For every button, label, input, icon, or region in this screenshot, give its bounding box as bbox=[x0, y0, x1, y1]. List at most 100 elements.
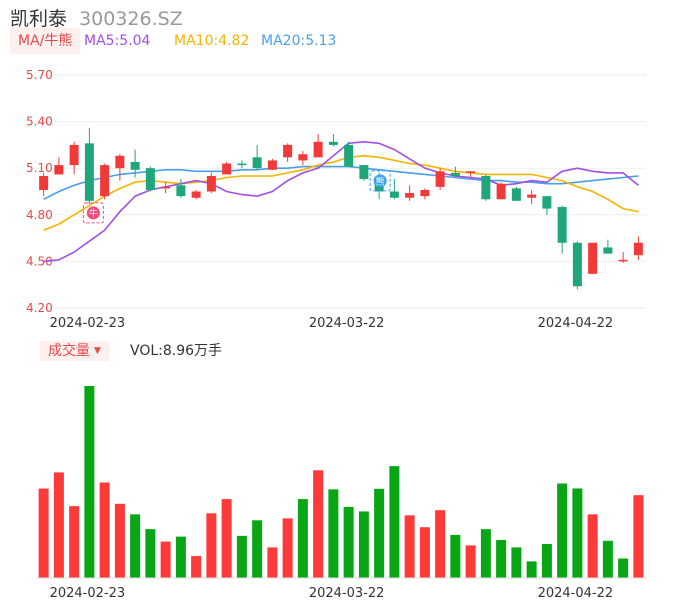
candle-body bbox=[435, 171, 445, 187]
candle bbox=[603, 239, 613, 254]
candle-body bbox=[588, 242, 598, 274]
candle-body bbox=[496, 183, 506, 200]
y-tick-label: 5.40 bbox=[26, 115, 53, 129]
candle-body bbox=[572, 242, 582, 287]
ma10-label: MA10:4.82 bbox=[174, 33, 250, 49]
volume-bar bbox=[511, 547, 522, 578]
candle-body bbox=[252, 157, 262, 169]
volume-bar bbox=[267, 547, 278, 578]
y-tick-label: 4.80 bbox=[26, 208, 53, 222]
candle bbox=[222, 161, 232, 175]
volume-bar bbox=[236, 535, 247, 578]
candle bbox=[206, 172, 216, 194]
bear-icon bbox=[373, 174, 387, 188]
volume-bar bbox=[206, 513, 217, 578]
volume-bar bbox=[114, 503, 125, 578]
volume-indicator-tab[interactable]: 成交量 ▼ bbox=[40, 341, 109, 361]
candle bbox=[283, 143, 293, 162]
candle-body bbox=[191, 191, 201, 198]
volume-bar bbox=[191, 556, 202, 578]
candle bbox=[313, 134, 323, 158]
x-tick-label: 2024-03-22 bbox=[309, 316, 385, 331]
volume-bar bbox=[618, 558, 629, 578]
buy-signal-marker: 牛 bbox=[82, 202, 104, 224]
volume-value: VOL:8.96万手 bbox=[130, 343, 223, 359]
candle-body bbox=[405, 193, 415, 198]
stock-title: 凯利泰 300326.SZ bbox=[10, 4, 183, 31]
moving-average-lines bbox=[43, 140, 639, 263]
candle-body bbox=[115, 155, 125, 169]
x-tick-label: 2024-03-22 bbox=[309, 586, 385, 601]
x-tick-label: 2024-02-23 bbox=[50, 586, 126, 601]
candle-body bbox=[542, 196, 552, 209]
volume-bar bbox=[328, 489, 339, 578]
candle bbox=[496, 182, 506, 200]
candle bbox=[252, 144, 262, 170]
candle bbox=[405, 185, 415, 201]
candle-body bbox=[527, 194, 537, 198]
candle-body bbox=[557, 207, 567, 243]
ma-indicator-tab[interactable]: MA/牛熊 bbox=[10, 28, 81, 54]
volume-bar bbox=[602, 540, 613, 578]
volume-bar bbox=[587, 514, 598, 578]
volume-bar bbox=[282, 518, 293, 578]
volume-bar bbox=[389, 466, 400, 578]
candle bbox=[130, 149, 140, 178]
candle bbox=[557, 205, 567, 254]
price-x-axis: 2024-02-23 2024-03-22 2024-04-22 bbox=[50, 316, 614, 331]
candle-body bbox=[420, 189, 430, 197]
candle bbox=[115, 154, 125, 181]
candle bbox=[344, 141, 354, 167]
volume-bar bbox=[572, 488, 583, 578]
volume-bar bbox=[69, 506, 80, 578]
volume-bar bbox=[38, 488, 49, 578]
candle bbox=[191, 189, 201, 200]
volume-bar bbox=[557, 483, 568, 578]
candle-body bbox=[69, 144, 79, 166]
candle bbox=[588, 242, 598, 274]
candle-body bbox=[603, 247, 613, 254]
volume-bar bbox=[541, 544, 552, 578]
volume-bar bbox=[419, 527, 430, 578]
stock-name: 凯利泰 bbox=[10, 8, 68, 30]
candle bbox=[420, 188, 430, 200]
stock-code: 300326.SZ bbox=[79, 8, 183, 30]
y-tick-label: 4.20 bbox=[26, 301, 53, 315]
volume-bar bbox=[160, 541, 171, 578]
signal-frame bbox=[82, 202, 104, 224]
volume-bar bbox=[84, 386, 95, 578]
signal-frame bbox=[369, 170, 391, 192]
candle-body bbox=[313, 141, 323, 158]
volume-bar bbox=[496, 540, 507, 578]
volume-x-axis: 2024-02-23 2024-03-22 2024-04-22 bbox=[50, 586, 614, 601]
volume-bar bbox=[145, 529, 156, 578]
candle bbox=[298, 151, 308, 166]
candle bbox=[176, 179, 186, 198]
caret-down-icon: ▼ bbox=[94, 346, 101, 356]
price-grid bbox=[36, 74, 646, 309]
volume-tag-label: 成交量 bbox=[48, 343, 90, 359]
candle bbox=[633, 236, 643, 260]
volume-bar bbox=[252, 520, 263, 578]
candle bbox=[435, 168, 445, 190]
candle-body bbox=[145, 168, 155, 190]
volume-bar bbox=[53, 472, 64, 578]
candle bbox=[359, 165, 369, 181]
signal-label: 牛 bbox=[89, 207, 98, 219]
candle-body bbox=[344, 144, 354, 167]
sell-signal-marker: 熊 bbox=[369, 170, 391, 192]
candle-body bbox=[450, 172, 460, 176]
ma10-line bbox=[43, 154, 639, 232]
bull-icon bbox=[86, 206, 100, 220]
candle bbox=[328, 134, 338, 147]
candle bbox=[69, 141, 79, 175]
candle-body bbox=[222, 163, 232, 175]
candle-body bbox=[618, 259, 628, 262]
volume-bar bbox=[374, 488, 385, 578]
volume-bar bbox=[358, 511, 369, 578]
volume-series bbox=[36, 386, 646, 579]
candle bbox=[450, 166, 460, 176]
candle bbox=[542, 196, 552, 215]
y-tick-label: 4.50 bbox=[26, 254, 53, 268]
